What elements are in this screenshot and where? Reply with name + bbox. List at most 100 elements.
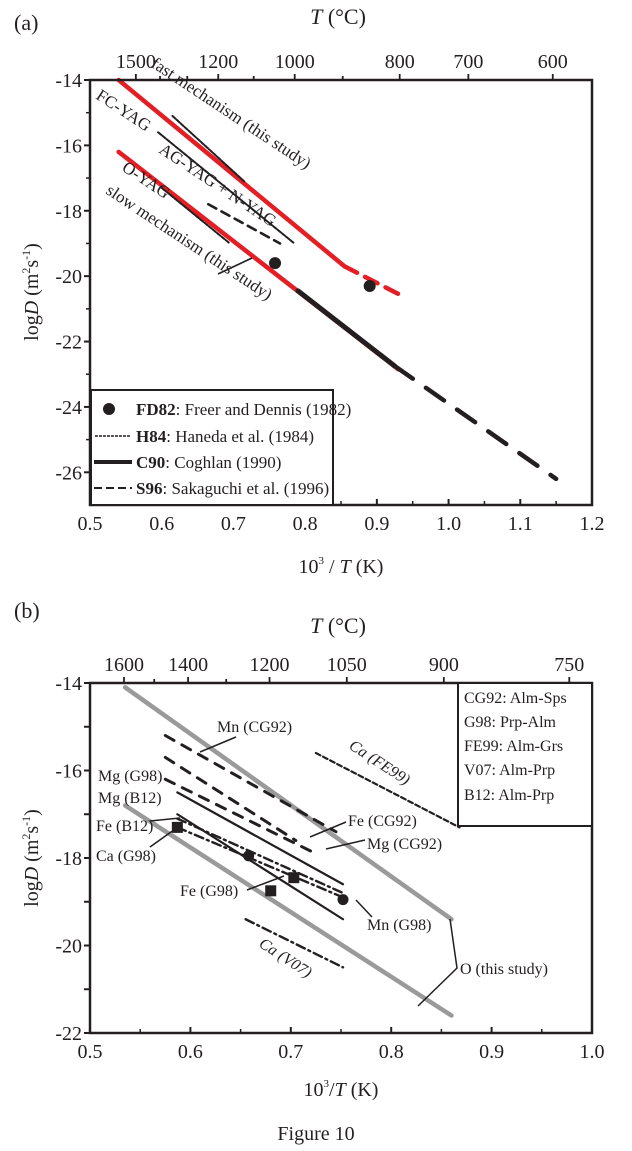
x-tick-label: 0.8 [379,1041,404,1063]
leader-mn-g98 [355,899,373,918]
panel-b-top-ticks: 1600 1400 1200 1050 900 750 [104,654,584,683]
x-tick-label: 0.5 [78,513,103,535]
panel-a-top-axis-title: T (°C) [310,4,366,29]
y-tick-label: -24 [55,397,82,419]
annotation-mg-g98: Mg (G98) [98,768,162,785]
figure-caption: Figure 10 [277,1123,354,1145]
legend-dot-marker [103,403,115,415]
x-tick-label: 0.9 [479,1041,504,1063]
y-tick-label: -26 [55,462,82,484]
series-line [157,131,296,245]
top-tick-label: 700 [453,51,483,73]
legend-entry-v07: V07: Alm-Prp [464,762,555,779]
annotation-mn-cg92: Mn (CG92) [217,719,292,736]
x-tick-label: 0.7 [278,1041,303,1063]
panel-a-legend-box [90,389,334,506]
data-point-dot [243,850,255,862]
series-line [176,826,345,899]
x-tick-label: 0.6 [149,513,174,535]
panel-b-top-axis-title: T (°C) [310,613,366,638]
legend-entry-fe99: FE99: Alm-Grs [464,738,563,755]
annotation-ag-yag: AG-YAG + N-YAG [156,139,280,230]
series-line [160,186,231,245]
panel-a-y-ticks: -14 -16 -18 -20 -22 -24 -26 [55,70,90,484]
data-point-dot [363,279,376,292]
annotation-fe-b12: Fe (B12) [96,818,153,835]
series-line [122,803,454,1018]
panel-b-label: (b) [14,598,40,623]
x-tick-label: 1.0 [436,513,461,535]
panel-a-y-axis-title: logD (m2s-1) [19,243,43,341]
top-tick-label: 1200 [250,654,290,676]
panel-a-annotations: fast mechanism (this study) FC-YAG AG-YA… [93,53,315,303]
leader-ca-g98 [149,826,179,848]
leader-fe-g98 [246,875,285,891]
series-line [314,751,461,829]
series-line [176,813,345,921]
annotation-fe-g98: Fe (G98) [180,883,238,900]
panel-a-legend: FD82: Freer and Dennis (1982) H84: Haned… [90,389,351,506]
series-line [163,777,318,856]
panel-b-y-axis-title: logD (m2s-1) [19,809,43,907]
panel-b-x-axis-title: 103/T (K) [304,1078,379,1101]
series-line [207,202,282,245]
annotation-o-this-study: O (this study) [460,961,548,978]
y-tick-label: -16 [55,761,82,783]
leader-mn-cg92 [199,736,237,753]
legend-entry-h84: H84: Haneda et al. (1984) [136,427,314,446]
series-line-extrapolated [342,264,405,299]
legend-entry-fd82: FD82: Freer and Dennis (1982) [136,400,351,419]
series-line [163,734,338,834]
data-point-dot [337,894,349,906]
top-tick-label: 600 [538,51,568,73]
panel-a-points [269,257,376,292]
panel-b-annotations: Mn (CG92) Mg (G98) Mg (B12) Fe (B12) Ca … [96,719,548,982]
series-line [176,817,345,895]
y-tick-label: -18 [55,201,82,223]
leader-mg-cg92 [325,839,366,850]
y-tick-label: -18 [55,848,82,870]
panel-b-x-ticks: 0.5 0.6 0.7 0.8 0.9 1.0 [78,1027,605,1063]
x-tick-label: 0.8 [293,513,318,535]
y-tick-label: -14 [55,70,82,92]
top-tick-label: 1600 [104,654,144,676]
y-tick-label: -20 [55,936,82,958]
panel-a-x-axis-title: 103 / T (K) [299,555,384,578]
panel-b-series [122,685,461,1018]
annotation-mg-b12: Mg (B12) [98,790,162,807]
panel-a-series [116,77,559,482]
series-line [392,363,559,482]
series-line [244,918,345,969]
annotation-ca-v07: Ca (V07) [256,935,315,981]
panel-a-top-ticks: 1500 1200 1000 800 700 600 [116,51,568,80]
top-tick-label: 1200 [198,51,238,73]
panel-a-x-ticks: 0.5 0.6 0.7 0.8 0.9 1.0 1.1 1.2 [78,499,605,535]
x-tick-label: 0.6 [178,1041,203,1063]
annotation-fe-cg92: Fe (CG92) [348,813,417,830]
legend-entry-cg92: CG92: Alm-Sps [464,690,567,707]
x-tick-label: 0.7 [221,513,246,535]
top-tick-label: 1050 [327,654,367,676]
y-tick-label: -22 [55,332,82,354]
top-tick-label: 800 [385,51,415,73]
panel-a: (a) T (°C) 1500 1200 1000 800 700 600 -14-16-… [14,4,605,578]
annotation-ca-g98: Ca (G98) [96,848,156,865]
x-tick-label: 0.9 [364,513,389,535]
series-line [171,114,246,183]
leader-fe-b12 [149,817,181,822]
annotation-fc-yag: FC-YAG [93,85,155,135]
series-line [176,791,345,886]
top-tick-label: 900 [429,654,459,676]
x-tick-label: 1.1 [508,513,533,535]
leader-o-this-study [417,918,458,1007]
panel-b-frame [88,681,594,1035]
legend-entry-c90: C90: Coghlan (1990) [136,453,281,472]
y-tick-label: -20 [55,266,82,288]
x-tick-label: 0.5 [78,1041,103,1063]
panel-a-label: (a) [14,10,38,35]
y-tick-label: -14 [55,673,82,695]
panel-b-leader-lines [149,736,458,1007]
x-tick-label: 1.0 [580,1041,605,1063]
data-point-square [265,885,277,897]
annotation-ca-fe99: Ca (FE99) [346,737,413,789]
